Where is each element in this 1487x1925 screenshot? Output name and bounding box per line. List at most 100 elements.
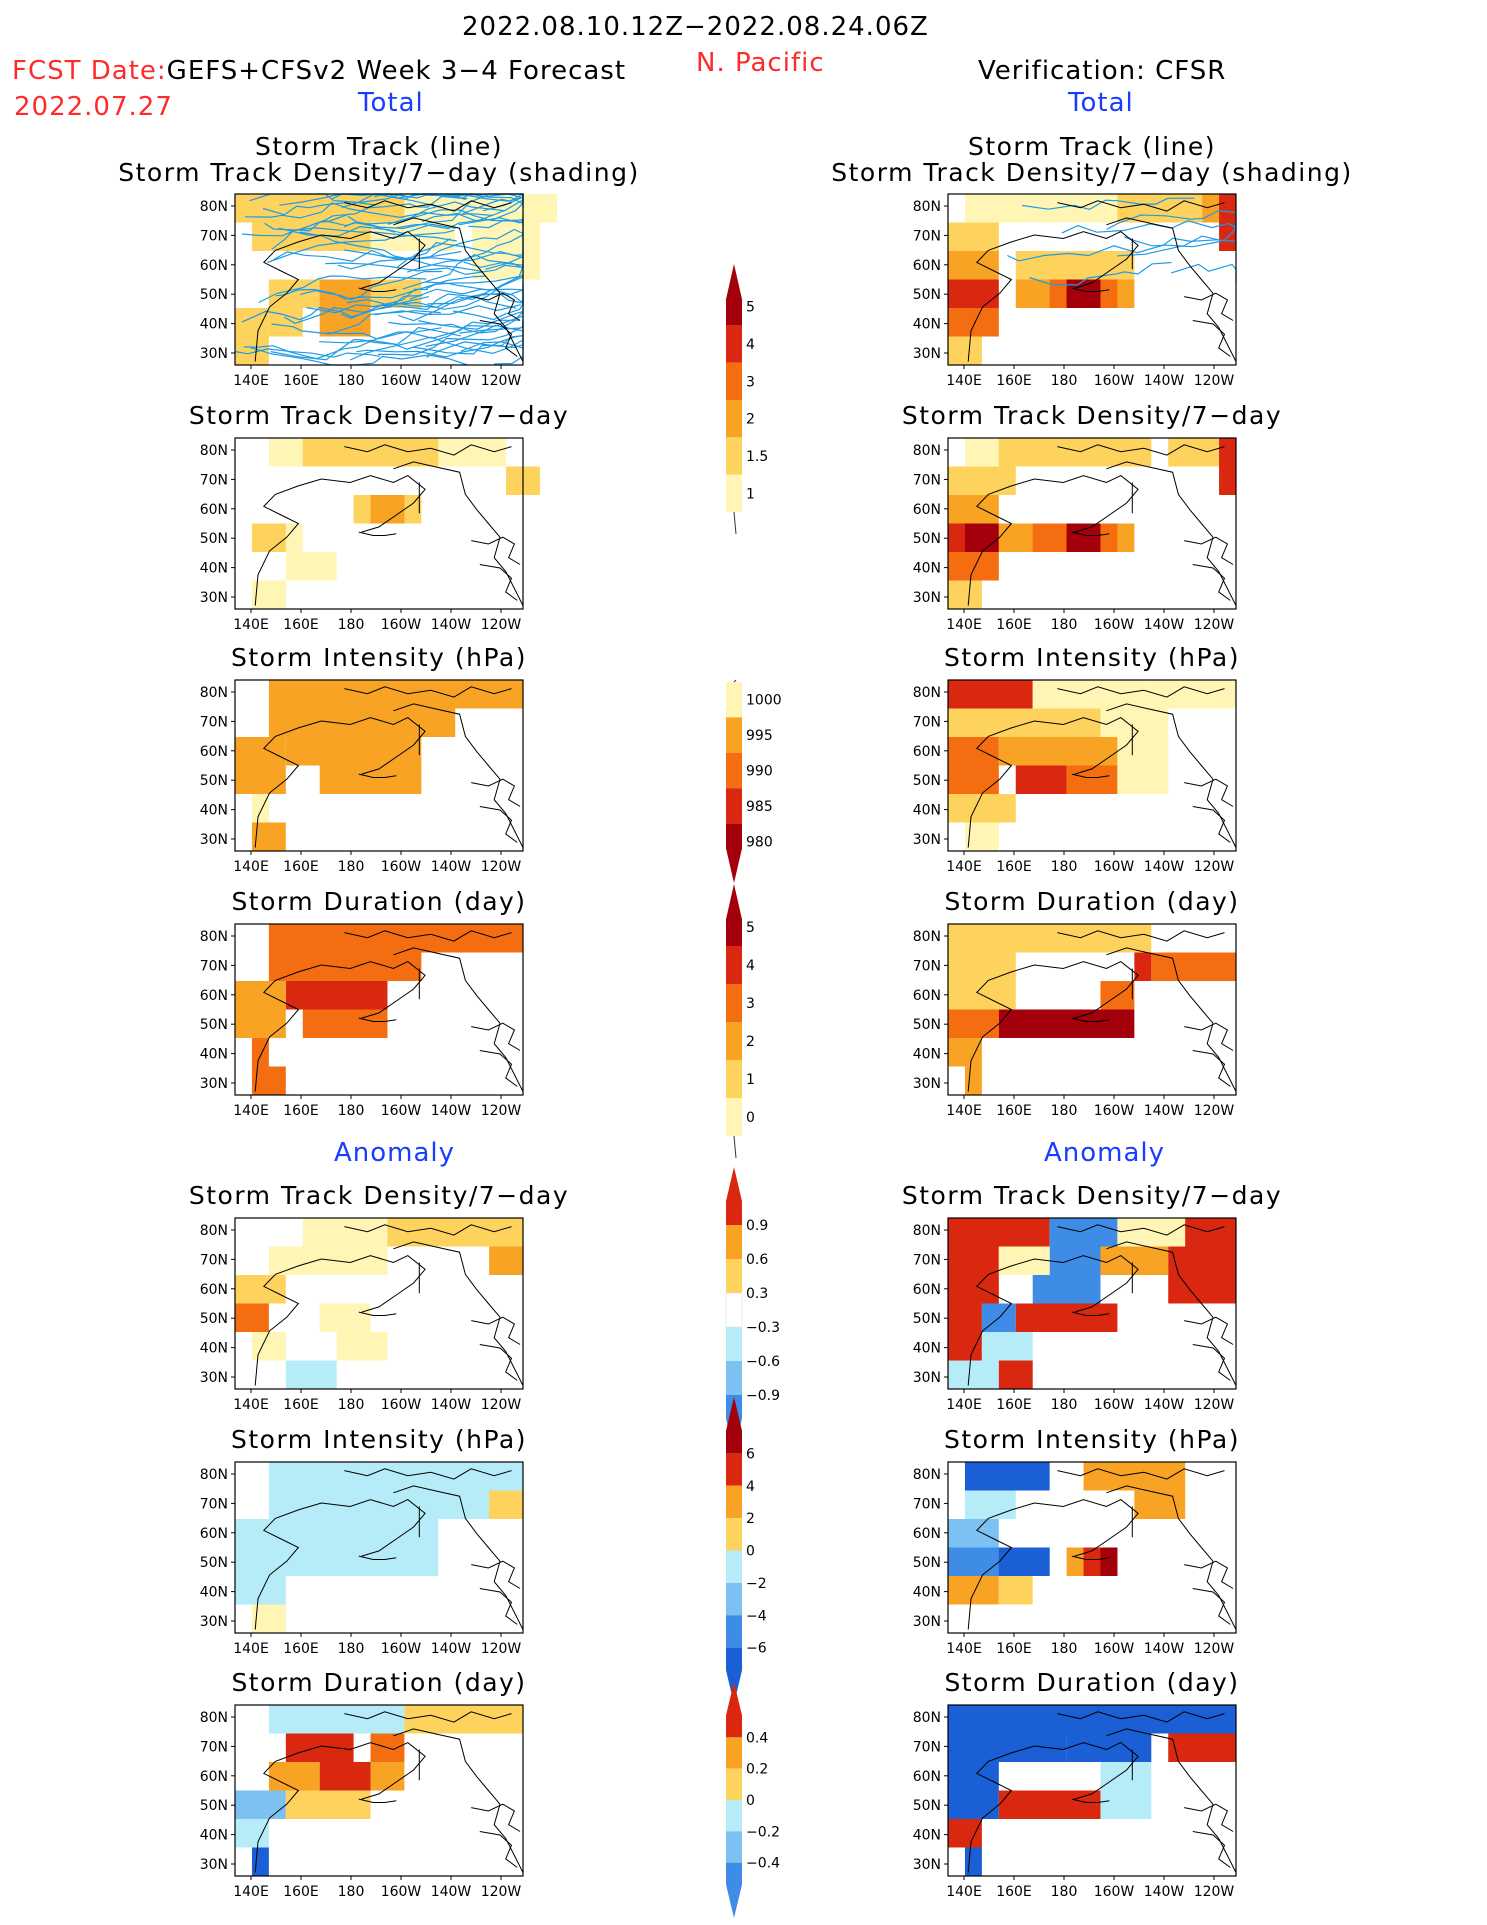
coastline bbox=[344, 686, 512, 698]
storm-track-line bbox=[321, 195, 468, 223]
coastline bbox=[254, 717, 426, 848]
coastline bbox=[1071, 1798, 1110, 1803]
y-tick-label: 60N bbox=[913, 1526, 941, 1542]
coastline bbox=[254, 231, 426, 362]
shade-cell bbox=[948, 1009, 999, 1038]
y-tick-label: 40N bbox=[200, 1047, 228, 1063]
coastline bbox=[471, 1803, 521, 1868]
shade-cell bbox=[235, 1576, 286, 1605]
shade-cell bbox=[336, 1332, 388, 1361]
anomaly-left-label: Anomaly bbox=[334, 1138, 456, 1168]
colorbar-label: 0.4 bbox=[746, 1730, 768, 1746]
coastline bbox=[967, 1255, 1139, 1386]
colorbar-label: 3 bbox=[746, 374, 755, 390]
shade-cell bbox=[948, 279, 999, 308]
storm-track-line bbox=[241, 213, 350, 237]
y-tick-label: 40N bbox=[913, 317, 941, 333]
shade-cell bbox=[268, 952, 422, 981]
x-tick-label: 180 bbox=[1051, 1641, 1078, 1657]
colorbar-label: 6 bbox=[746, 1446, 755, 1462]
shade-cell bbox=[964, 1462, 1050, 1491]
coastline bbox=[1184, 536, 1234, 601]
coastline bbox=[393, 461, 524, 606]
coastline bbox=[358, 287, 397, 292]
y-tick-label: 30N bbox=[200, 1857, 228, 1873]
storm-track-line bbox=[267, 229, 455, 264]
shade-cell bbox=[964, 523, 999, 552]
storm-track-line bbox=[241, 296, 430, 323]
shade-cell bbox=[235, 308, 269, 365]
x-tick-label: 160E bbox=[996, 1103, 1032, 1119]
shade-cell bbox=[948, 495, 999, 524]
y-tick-label: 80N bbox=[200, 685, 228, 701]
y-tick-label: 50N bbox=[913, 1798, 941, 1814]
storm-track-line bbox=[299, 270, 443, 301]
shade-cell bbox=[1219, 194, 1236, 251]
coastline bbox=[471, 1316, 521, 1381]
y-tick-label: 80N bbox=[200, 199, 228, 215]
y-tick-label: 40N bbox=[200, 1341, 228, 1357]
shade-cell bbox=[370, 1762, 405, 1791]
shade-cell bbox=[1066, 523, 1101, 552]
shade-cell bbox=[319, 737, 422, 794]
map-panel-L1: 80N 70N 60N 50N 40N 30N 140E 160E 180 160W 140W 120… bbox=[200, 437, 540, 633]
x-tick-label: 140W bbox=[431, 1103, 472, 1119]
x-tick-label: 160W bbox=[381, 1641, 422, 1657]
map-panel-R1: 80N 70N 60N 50N 40N 30N 140E 160E 180 160W 140W 120… bbox=[913, 437, 1237, 633]
colorbar-label: 1.5 bbox=[746, 449, 768, 465]
panel-title: Storm Track Density/7−day bbox=[901, 401, 1283, 430]
coastline bbox=[1057, 1711, 1225, 1723]
storm-track-line bbox=[325, 262, 524, 276]
plot-frame bbox=[234, 193, 524, 366]
coastline bbox=[1057, 444, 1225, 456]
colorbar-label: 0 bbox=[746, 1110, 755, 1126]
colorbar-label: 0.6 bbox=[746, 1252, 768, 1268]
shade-cell bbox=[1117, 1218, 1186, 1247]
plot-frame bbox=[947, 679, 1237, 852]
y-tick-label: 50N bbox=[200, 773, 228, 789]
y-tick-label: 80N bbox=[913, 1223, 941, 1239]
shade-cell bbox=[302, 438, 439, 467]
y-tick-label: 70N bbox=[913, 1252, 941, 1268]
shade-cell bbox=[285, 981, 388, 1010]
shade-cell bbox=[1168, 1246, 1236, 1304]
y-tick-label: 70N bbox=[200, 958, 228, 974]
storm-track-line bbox=[299, 231, 484, 273]
x-tick-label: 120W bbox=[481, 617, 522, 633]
colorbar-label: 2 bbox=[746, 412, 755, 428]
shade-cell bbox=[319, 1762, 371, 1791]
x-tick-label: 160E bbox=[283, 1641, 319, 1657]
x-tick-label: 120W bbox=[1194, 1884, 1235, 1900]
coastline bbox=[967, 961, 1139, 1092]
shade-cell bbox=[235, 1275, 286, 1304]
shade-cell bbox=[948, 1303, 982, 1361]
y-tick-label: 60N bbox=[913, 258, 941, 274]
storm-track-line bbox=[1117, 217, 1237, 257]
colorbar-label: −0.9 bbox=[746, 1388, 780, 1404]
x-tick-label: 160E bbox=[996, 1641, 1032, 1657]
y-tick-label: 30N bbox=[200, 1076, 228, 1092]
panel-title: Storm Intensity (hPa) bbox=[944, 643, 1240, 672]
panel-title: Storm Intensity (hPa) bbox=[231, 643, 527, 672]
shade-cell bbox=[1168, 438, 1220, 467]
y-tick-label: 50N bbox=[913, 1311, 941, 1327]
shade-cell bbox=[948, 1762, 999, 1819]
x-tick-label: 120W bbox=[1194, 373, 1235, 389]
y-tick-label: 80N bbox=[913, 1467, 941, 1483]
x-tick-label: 160W bbox=[381, 1397, 422, 1413]
coastline bbox=[967, 475, 1139, 606]
y-tick-label: 30N bbox=[200, 1614, 228, 1630]
map-panel-L4: 80N 70N 60N 50N 40N 30N 140E 160E 180 160W 140W 120… bbox=[200, 1217, 524, 1413]
x-tick-label: 120W bbox=[1194, 1103, 1235, 1119]
y-tick-label: 70N bbox=[913, 228, 941, 244]
colorbar-label: 985 bbox=[746, 799, 773, 815]
y-tick-label: 80N bbox=[200, 929, 228, 945]
panel-title: Storm Duration (day) bbox=[231, 887, 527, 916]
shade-cell bbox=[1032, 1275, 1101, 1304]
region-label: N. Pacific bbox=[696, 48, 825, 78]
x-tick-label: 140W bbox=[1144, 1397, 1185, 1413]
x-tick-label: 180 bbox=[1051, 617, 1078, 633]
shade-cell bbox=[948, 1360, 999, 1389]
x-tick-label: 140E bbox=[946, 859, 982, 875]
fcst-date-label: FCST Date:GEFS+CFSv2 Week 3−4 Forecast bbox=[12, 56, 626, 86]
